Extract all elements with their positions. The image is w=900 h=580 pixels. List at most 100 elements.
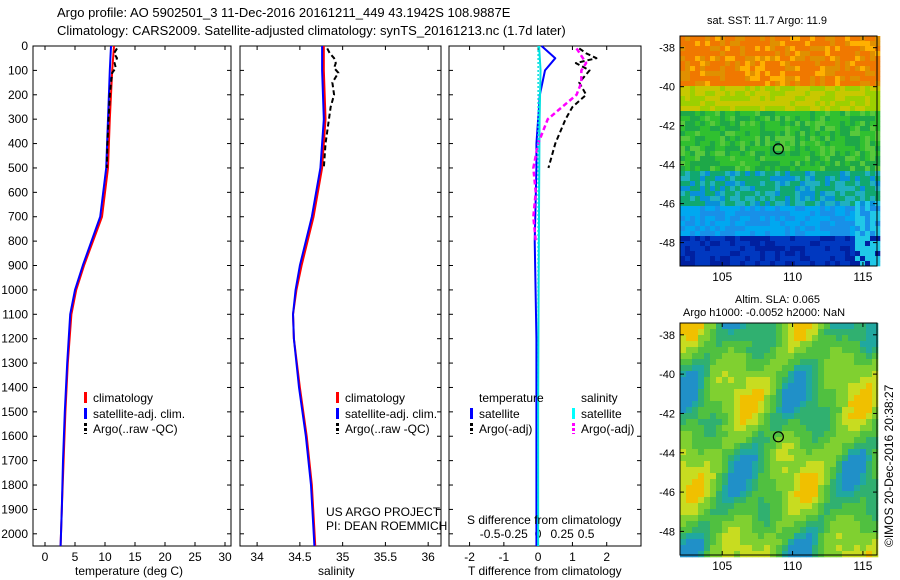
map-cell <box>740 413 747 420</box>
map-cell <box>836 383 843 390</box>
y-tick-label: 400 <box>8 137 28 151</box>
map-cell <box>698 377 705 384</box>
map-cell <box>692 437 699 444</box>
map-cell <box>836 443 843 450</box>
map-cell <box>680 365 687 372</box>
map-cell <box>854 419 861 426</box>
map-cell <box>860 176 866 182</box>
map-cell <box>745 71 751 77</box>
map-cell <box>695 216 701 222</box>
map-cell <box>740 96 746 102</box>
map-cell <box>690 186 696 192</box>
map-cell <box>818 473 825 480</box>
map-cell <box>800 449 807 456</box>
map-cell <box>830 151 836 157</box>
map-cell <box>700 101 706 107</box>
map-cell <box>845 236 851 242</box>
map-cell <box>710 156 716 162</box>
map-cell <box>710 395 717 402</box>
map-cell <box>710 425 717 432</box>
map-cell <box>710 401 717 408</box>
map-cell <box>830 323 837 330</box>
map-cell <box>845 81 851 87</box>
map-cell <box>685 156 691 162</box>
map-cell <box>695 96 701 102</box>
map-cell <box>870 156 876 162</box>
temperature-legend: climatology satellite-adj. clim. Argo(..… <box>84 391 185 438</box>
map-cell <box>776 371 783 378</box>
map-cell <box>770 156 776 162</box>
map-cell <box>680 497 687 504</box>
legend-swatch <box>572 423 575 434</box>
map-cell <box>865 256 871 262</box>
y-tick-label: 500 <box>8 161 28 175</box>
map-cell <box>705 36 711 42</box>
map-cell <box>745 251 751 257</box>
map-cell <box>860 151 866 157</box>
map-cell <box>770 161 776 167</box>
map-cell <box>695 71 701 77</box>
map-cell <box>734 503 741 510</box>
map-cell <box>705 146 711 152</box>
map-cell <box>842 329 849 336</box>
map-cell <box>800 246 806 252</box>
map-cell <box>785 71 791 77</box>
map-cell <box>686 449 693 456</box>
map-cell <box>810 141 816 147</box>
map-cell <box>686 479 693 486</box>
map-cell <box>725 56 731 62</box>
map-cell <box>855 121 861 127</box>
map-cell <box>690 111 696 117</box>
map-cell <box>824 407 831 414</box>
map-cell <box>685 211 691 217</box>
map-cell <box>855 216 861 222</box>
map-cell <box>716 479 723 486</box>
map-cell <box>704 533 711 540</box>
map-cell <box>785 111 791 117</box>
map-cell <box>760 251 766 257</box>
map-cell <box>720 76 726 82</box>
map-cell <box>805 256 811 262</box>
map-cell <box>692 383 699 390</box>
map-cell <box>698 359 705 366</box>
map-cell <box>690 196 696 202</box>
map-cell <box>848 383 855 390</box>
map-cell <box>790 111 796 117</box>
map-cell <box>815 241 821 247</box>
map-cell <box>840 36 846 42</box>
map-cell <box>740 323 747 330</box>
map-cell <box>740 377 747 384</box>
map-cell <box>750 121 756 127</box>
map-cell <box>710 539 717 546</box>
map-cell <box>790 171 796 177</box>
map-cell <box>685 131 691 137</box>
map-cell <box>866 377 873 384</box>
map-cell <box>698 389 705 396</box>
map-cell <box>740 359 747 366</box>
map-cell <box>842 539 849 546</box>
map-cell <box>740 151 746 157</box>
map-cell <box>680 551 687 558</box>
map-cell <box>692 485 699 492</box>
map-cell <box>725 186 731 192</box>
map-cell <box>722 341 729 348</box>
map-cell <box>785 251 791 257</box>
map-cell <box>865 141 871 147</box>
map-cell <box>722 425 729 432</box>
map-cell <box>830 166 836 172</box>
map-cell <box>785 161 791 167</box>
map-cell <box>755 76 761 82</box>
map-cell <box>775 171 781 177</box>
map-cell <box>845 186 851 192</box>
map-cell <box>836 491 843 498</box>
map-cell <box>785 256 791 262</box>
map-cell <box>835 81 841 87</box>
map-cell <box>775 161 781 167</box>
plot-frame <box>32 45 232 547</box>
map-cell <box>860 71 866 77</box>
map-cell <box>740 76 746 82</box>
map-cell <box>705 246 711 252</box>
map-cell <box>870 126 876 132</box>
map-cell <box>815 161 821 167</box>
map-cell <box>716 473 723 480</box>
